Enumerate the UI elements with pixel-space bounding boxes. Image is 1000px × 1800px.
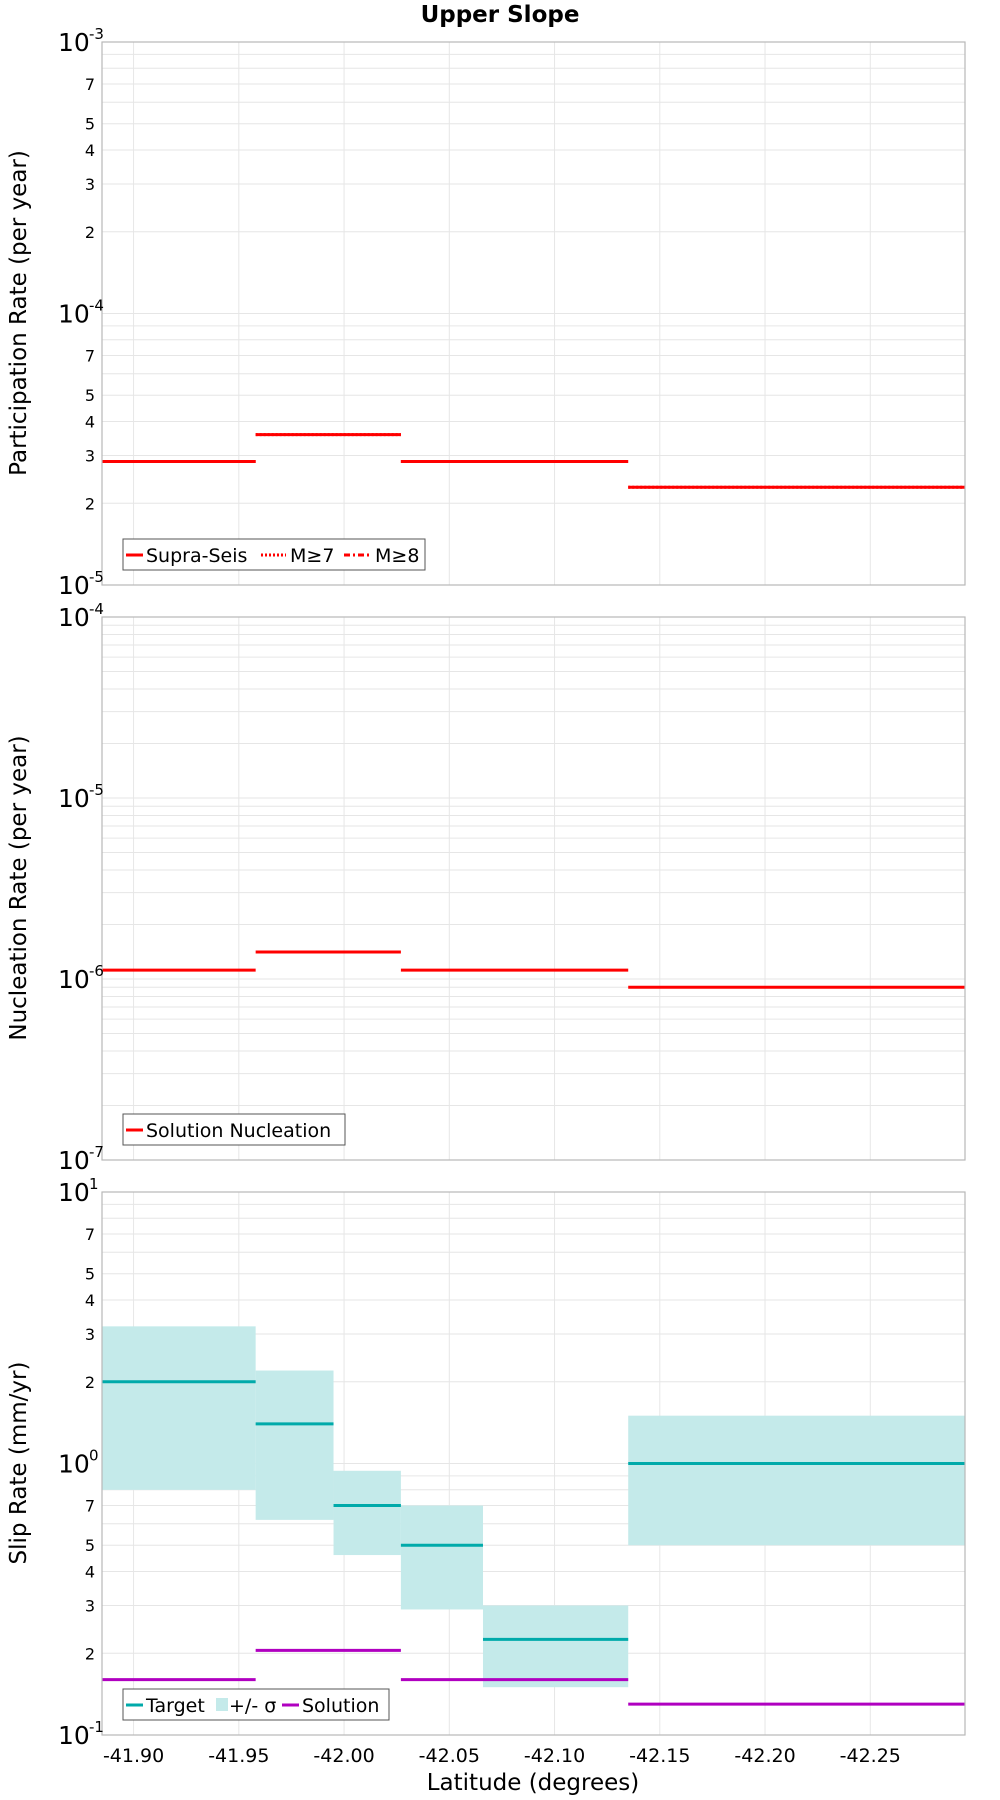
y-minor-tick-label: 3 [85,1596,95,1615]
y-minor-tick-label: 2 [85,494,95,513]
nucleation-legend-box [122,1113,346,1146]
participation-legend: Supra-Seis M≥7 M≥8 [122,538,426,571]
y-minor-tick-label: 4 [85,1291,95,1310]
y-minor-tick-label: 7 [85,75,95,94]
y-minor-tick-label: 2 [85,223,95,242]
legend-label-m8: M≥8 [375,545,419,567]
y-minor-tick-label: 4 [85,141,95,160]
y-minor-tick-label: 7 [85,1497,95,1516]
x-axis-label: Latitude (degrees) [427,1770,640,1796]
y-minor-tick-label: 2 [85,1373,95,1392]
y-major-tick-label: 10 [58,1721,90,1750]
y-minor-tick-label: 5 [85,1536,95,1555]
y-major-tick-exponent: -3 [89,25,104,43]
participation-plot-frame [101,41,966,586]
nucleation-legend: Solution Nucleation [122,1113,346,1146]
x-tick-label: -42.00 [313,1745,374,1767]
chart-title: Upper Slope [421,2,580,28]
y-major-tick-exponent: -5 [89,568,104,586]
y-major-tick-label: 10 [58,1146,90,1175]
y-minor-tick-label: 3 [85,1325,95,1344]
x-tick-label: -41.95 [208,1745,269,1767]
slip-y-axis-label: Slip Rate (mm/yr) [6,1362,32,1565]
y-major-tick-exponent: -4 [89,600,104,618]
nucleation-panel: 10-710-610-510-4 Nucleation Rate (per ye… [6,600,966,1175]
nucleation-y-axis-label: Nucleation Rate (per year) [6,735,32,1040]
y-major-tick-exponent: -7 [89,1143,104,1161]
legend-label-solution-nucleation: Solution Nucleation [146,1120,331,1142]
x-tick-label: -42.20 [734,1745,795,1767]
y-major-tick-exponent: -4 [89,297,104,315]
y-minor-tick-label: 3 [85,175,95,194]
y-minor-tick-label: 5 [85,1265,95,1284]
sigma-band [628,1415,965,1546]
y-major-tick-label: 10 [58,28,90,57]
x-tick-label: -42.15 [629,1745,690,1767]
legend-label-supra-seis: Supra-Seis [146,545,247,567]
y-major-tick-label: 10 [58,1450,90,1479]
y-minor-tick-label: 3 [85,446,95,465]
y-major-tick-exponent: -6 [89,962,104,980]
y-major-tick-exponent: 0 [89,1447,99,1465]
y-minor-tick-label: 5 [85,386,95,405]
y-minor-tick-label: 7 [85,1225,95,1244]
y-major-tick-label: 10 [58,603,90,632]
y-major-tick-label: 10 [58,965,90,994]
y-minor-tick-label: 4 [85,1563,95,1582]
y-major-tick-exponent: -1 [89,1718,104,1736]
x-tick-label: -42.25 [840,1745,901,1767]
slip-legend-box [122,1688,390,1721]
sigma-band [102,1326,256,1490]
nucleation-plot-frame [101,616,966,1161]
sigma-band [333,1470,401,1556]
y-major-tick-exponent: -5 [89,781,104,799]
sigma-band [255,1370,334,1520]
y-major-tick-label: 10 [58,784,90,813]
slip-legend: Target +/- σ Solution [122,1688,390,1721]
y-minor-tick-label: 5 [85,115,95,134]
legend-label-sigma: +/- σ [229,1695,276,1717]
legend-label-target: Target [145,1695,205,1717]
legend-label-m7: M≥7 [290,545,334,567]
y-major-tick-label: 10 [58,571,90,600]
x-tick-label: -42.05 [419,1745,480,1767]
x-tick-label: -42.10 [524,1745,585,1767]
y-major-tick-label: 10 [58,1178,90,1207]
y-minor-tick-label: 4 [85,413,95,432]
y-minor-tick-label: 2 [85,1644,95,1663]
sigma-band [482,1605,629,1688]
legend-swatch-sigma-band [216,1698,228,1711]
legend-label-solution: Solution [302,1695,379,1717]
x-tick-label: -41.90 [103,1745,164,1767]
y-major-tick-exponent: 1 [89,1175,99,1193]
y-minor-tick-label: 7 [85,347,95,366]
participation-y-axis-label: Participation Rate (per year) [6,150,32,476]
slip-plot-frame [101,1191,966,1736]
y-major-tick-label: 10 [58,300,90,329]
sigma-band [400,1505,483,1610]
